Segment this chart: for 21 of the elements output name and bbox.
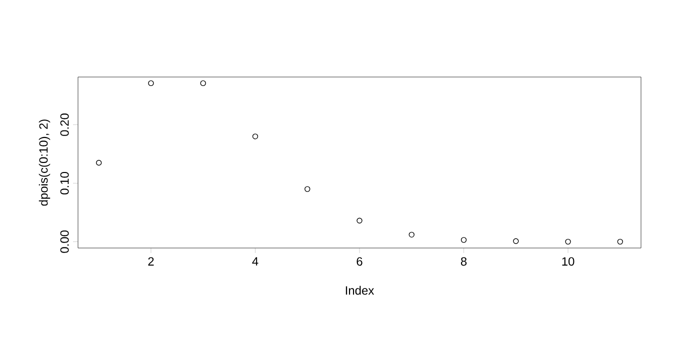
point xyxy=(460,237,467,243)
point xyxy=(565,238,571,245)
point xyxy=(200,80,206,86)
x-tick-label: 2 xyxy=(148,257,154,266)
x-tick-label: 10 xyxy=(562,257,574,266)
point xyxy=(356,218,362,224)
point xyxy=(513,238,519,244)
x-axis-title: Index xyxy=(346,286,374,295)
point xyxy=(617,238,623,245)
x-tick-label: 8 xyxy=(460,257,467,266)
point xyxy=(304,186,310,192)
x-tick-label: 6 xyxy=(356,257,362,266)
point xyxy=(408,232,414,238)
point xyxy=(96,160,102,166)
point xyxy=(148,80,154,86)
y-axis-title: dpois(c(0:10), 2) xyxy=(38,120,50,206)
y-tick-label: 0.00 xyxy=(60,230,69,253)
y-tick-label: 0.10 xyxy=(60,172,69,194)
y-tick-label: 0.20 xyxy=(60,114,69,136)
point xyxy=(252,134,258,140)
x-tick-label: 4 xyxy=(252,257,258,266)
